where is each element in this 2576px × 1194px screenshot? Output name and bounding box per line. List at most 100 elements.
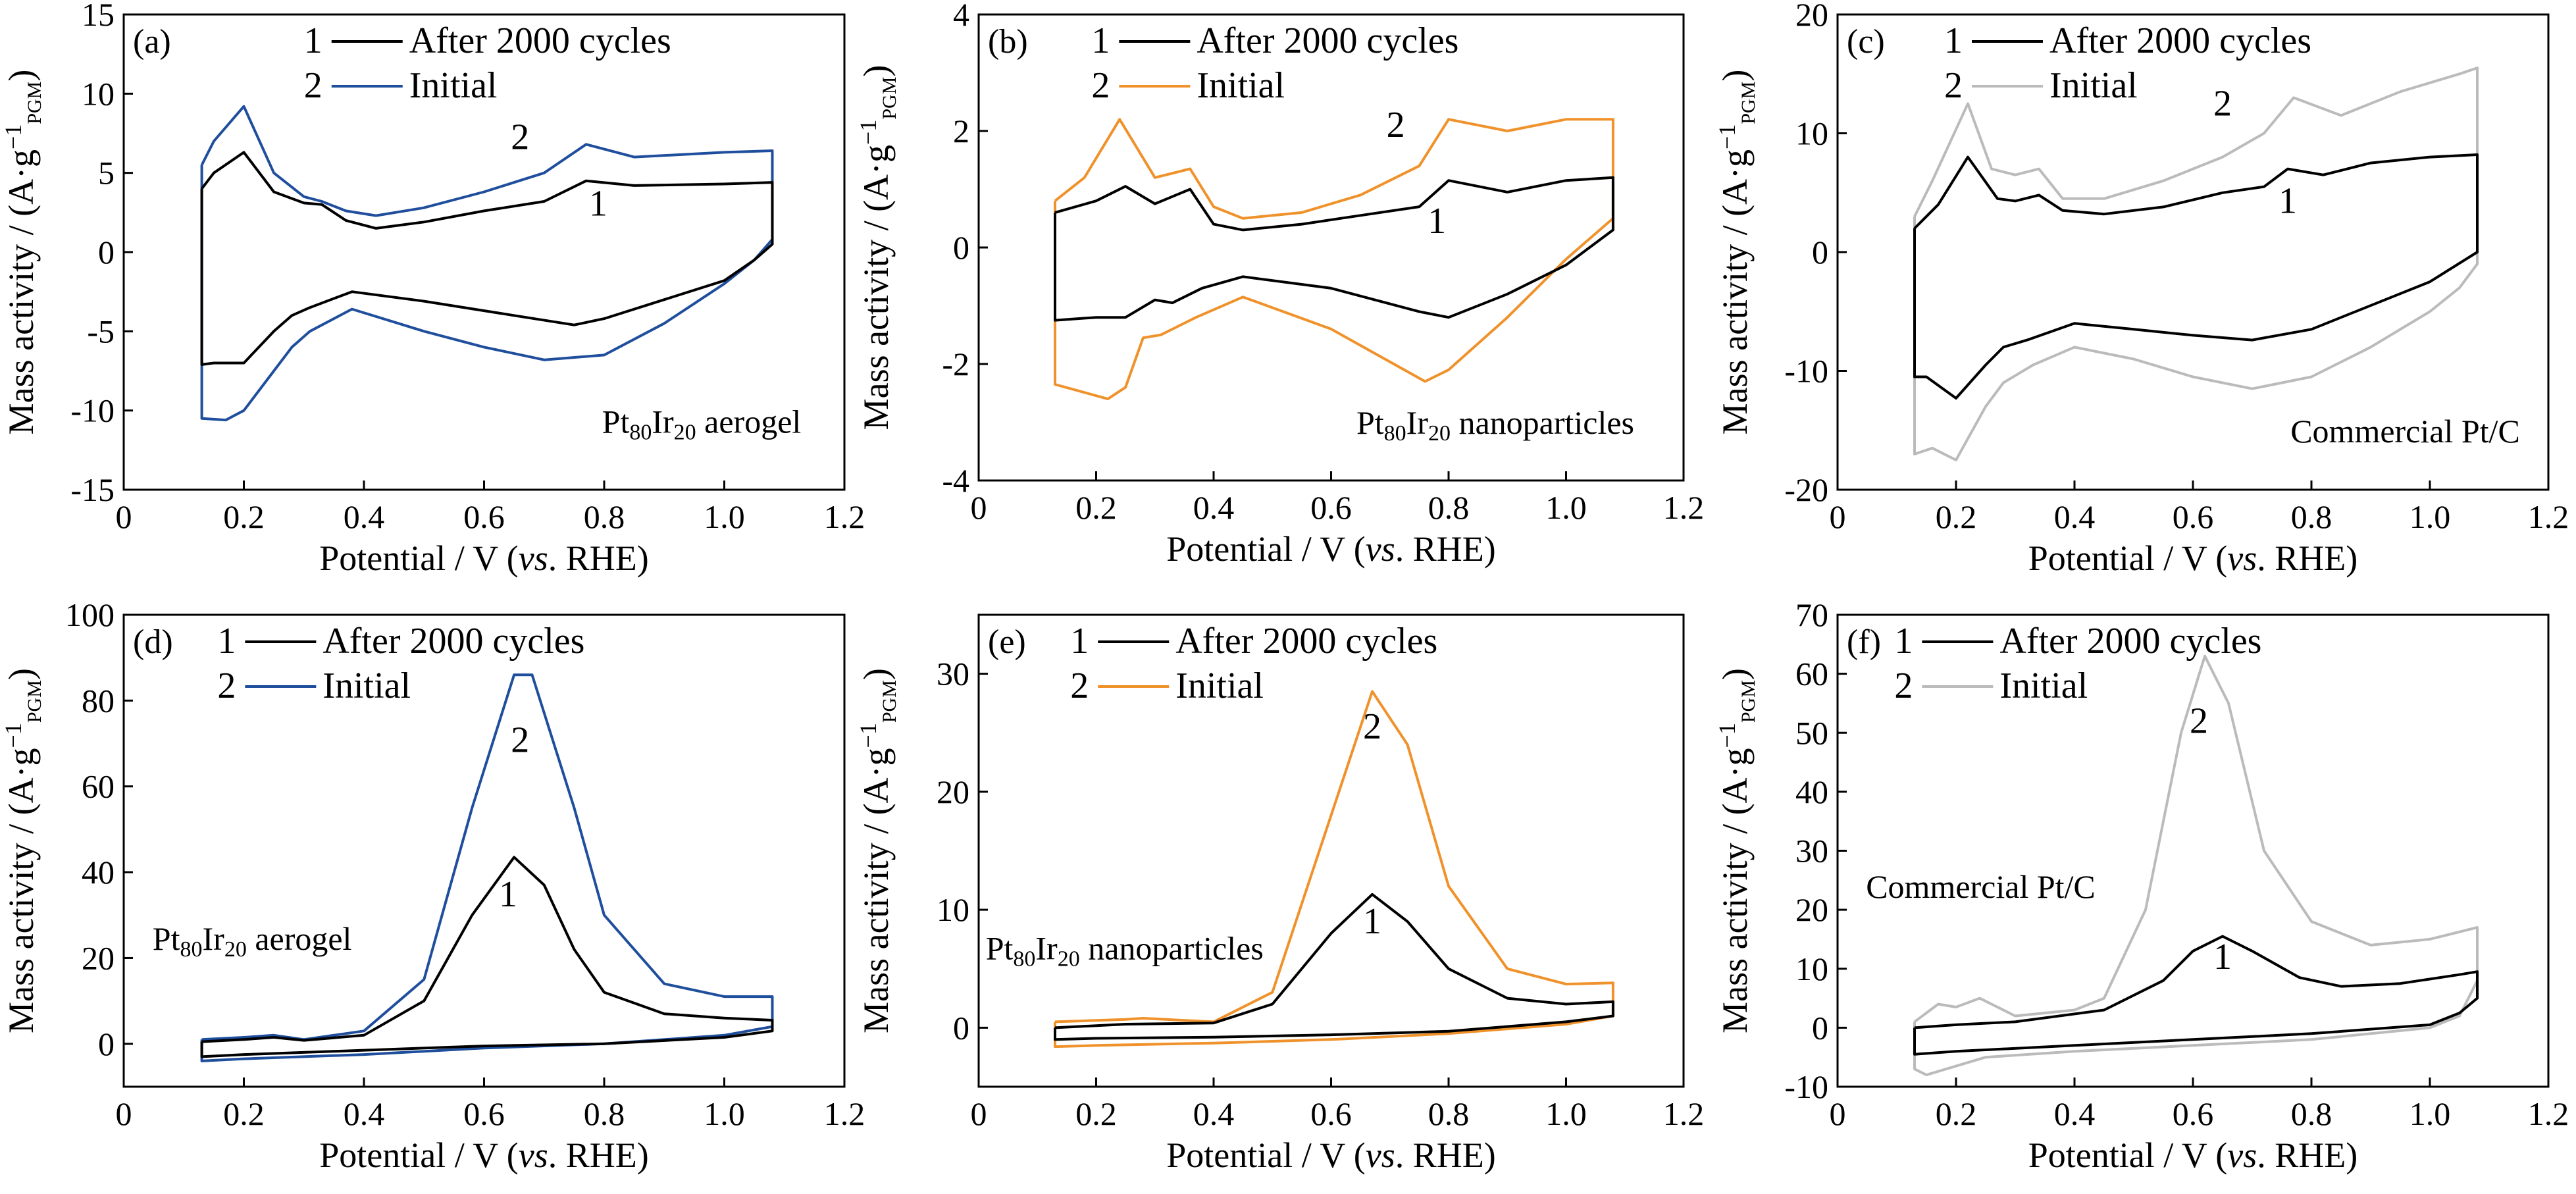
y-axis-label: Mass activity / (A·g−1PGM) <box>0 668 45 1033</box>
legend-label: Initial <box>1175 665 1264 706</box>
x-tick-label: 1.0 <box>1545 489 1587 526</box>
y-axis-label: Mass activity / (A·g−1PGM) <box>1714 668 1759 1033</box>
series-line-2-initial <box>1054 118 1614 401</box>
legend-number: 2 <box>217 665 236 706</box>
series-number-label: 2 <box>1387 105 1405 145</box>
sample-annotation: Commercial Pt/C <box>1866 868 2096 905</box>
x-tick-label: 0.4 <box>344 1095 385 1132</box>
x-tick-label: 0 <box>971 489 987 526</box>
legend-label: Initial <box>1197 65 1285 106</box>
y-tick-label: 0 <box>1812 234 1828 271</box>
x-tick-label: 1.2 <box>2528 1095 2569 1132</box>
x-tick-label: 0.8 <box>2291 1095 2332 1132</box>
legend-label: After 2000 cycles <box>1999 621 2261 662</box>
y-tick-label: 2 <box>953 113 969 149</box>
x-tick-label: 0.8 <box>1428 489 1470 526</box>
y-tick-label: 0 <box>98 234 115 271</box>
y-tick-label: 10 <box>937 891 969 928</box>
y-tick-label: 10 <box>1795 115 1828 152</box>
x-tick-label: 0 <box>116 498 132 535</box>
series-number-label: 2 <box>2213 83 2232 124</box>
panel-label: (d) <box>133 623 173 661</box>
series-line-1-after-2000-cycles <box>1054 893 1614 1041</box>
panel-label: (f) <box>1847 623 1881 661</box>
x-tick-label: 0.8 <box>584 498 625 535</box>
x-tick-label: 1.0 <box>1545 1095 1587 1132</box>
y-tick-label: -4 <box>942 462 969 499</box>
x-axis-label: Potential / V (vs. RHE) <box>2028 1135 2357 1175</box>
y-tick-label: 10 <box>82 75 115 112</box>
x-tick-label: 0.4 <box>1193 489 1235 526</box>
sample-annotation: Commercial Pt/C <box>2290 413 2520 450</box>
legend-label: Initial <box>322 665 411 706</box>
x-tick-label: 1.2 <box>824 1095 865 1132</box>
legend-label: After 2000 cycles <box>1175 621 1437 662</box>
panel-d: 210 0.2 0.4 0.6 0.8 1.0 1.2020406080100Potenti… <box>0 596 865 1175</box>
sample-annotation: Pt80Ir20 aerogel <box>153 920 352 962</box>
x-tick-label: 0.6 <box>2173 1095 2214 1132</box>
legend-number: 2 <box>304 65 322 106</box>
x-tick-label: 0.2 <box>1936 1095 1977 1132</box>
panel-f: 210 0.2 0.4 0.6 0.8 1.0 1.2-10010203040506070P… <box>1714 596 2569 1175</box>
x-tick-label: 0.6 <box>1310 1095 1352 1132</box>
series-line-2-initial <box>1054 690 1614 1049</box>
series-line-2-initial <box>200 105 774 422</box>
series-line-2-initial <box>1913 654 2479 1077</box>
x-tick-label: 0.6 <box>463 498 505 535</box>
series-line-1-after-2000-cycles <box>1913 935 2479 1056</box>
series-number-label: 2 <box>1363 706 1381 747</box>
x-tick-label: 0.4 <box>2054 1095 2096 1132</box>
y-tick-label: 0 <box>98 1025 115 1062</box>
series-number-label: 1 <box>499 874 517 915</box>
panel-label: (c) <box>1847 23 1885 61</box>
y-tick-label: 60 <box>1795 656 1828 692</box>
panel-a: 210 0.2 0.4 0.6 0.8 1.0 1.2-15-10-5051015Poten… <box>0 0 865 578</box>
legend-label: After 2000 cycles <box>409 20 671 61</box>
y-tick-label: 20 <box>1795 0 1828 33</box>
y-tick-label: -2 <box>942 346 969 382</box>
y-tick-label: 50 <box>1795 714 1828 751</box>
y-tick-label: 70 <box>1795 596 1828 633</box>
series-number-label: 1 <box>2213 937 2232 977</box>
y-tick-label: -20 <box>1784 471 1828 508</box>
x-tick-label: 0.8 <box>2291 498 2332 535</box>
y-tick-label: 30 <box>937 656 969 692</box>
x-tick-label: 0 <box>1830 498 1846 535</box>
x-axis-label: Potential / V (vs. RHE) <box>319 1135 648 1175</box>
panel-c: 210 0.2 0.4 0.6 0.8 1.0 1.2-20-1001020Potentia… <box>1714 0 2569 578</box>
y-tick-label: 0 <box>953 1009 969 1046</box>
series-number-label: 1 <box>589 184 607 224</box>
x-axis-label: Potential / V (vs. RHE) <box>1166 529 1495 569</box>
legend-number: 2 <box>1944 65 1963 106</box>
y-tick-label: 4 <box>953 0 969 33</box>
x-tick-label: 0 <box>1830 1095 1846 1132</box>
y-tick-label: 80 <box>82 682 115 719</box>
x-tick-label: 1.2 <box>2528 498 2569 535</box>
x-axis-label: Potential / V (vs. RHE) <box>2028 538 2357 578</box>
legend-number: 1 <box>1944 20 1963 61</box>
y-tick-label: 40 <box>1795 773 1828 810</box>
legend-label: After 2000 cycles <box>2049 20 2311 61</box>
legend-number: 1 <box>1091 20 1110 61</box>
series-number-label: 1 <box>1363 901 1381 942</box>
x-tick-label: 0.2 <box>1936 498 1977 535</box>
x-tick-label: 0 <box>971 1095 987 1132</box>
y-tick-label: 20 <box>82 939 115 976</box>
legend-number: 2 <box>1070 665 1089 706</box>
x-tick-label: 0.2 <box>1075 1095 1117 1132</box>
y-tick-label: -10 <box>1784 353 1828 390</box>
series-line-1-after-2000-cycles <box>1054 176 1614 322</box>
x-axis-label: Potential / V (vs. RHE) <box>1166 1135 1495 1175</box>
y-axis-label: Mass activity / (A·g−1PGM) <box>1714 70 1759 435</box>
x-tick-label: 1.0 <box>2409 498 2451 535</box>
x-tick-label: 0.8 <box>584 1095 625 1132</box>
x-tick-label: 0.6 <box>1310 489 1352 526</box>
x-tick-label: 0.2 <box>1075 489 1117 526</box>
legend-label: Initial <box>2049 65 2138 106</box>
y-axis-label: Mass activity / (A·g−1PGM) <box>855 668 900 1033</box>
x-tick-label: 0.8 <box>1428 1095 1470 1132</box>
y-tick-label: 10 <box>1795 950 1828 987</box>
sample-annotation: Pt80Ir20 aerogel <box>602 403 802 444</box>
